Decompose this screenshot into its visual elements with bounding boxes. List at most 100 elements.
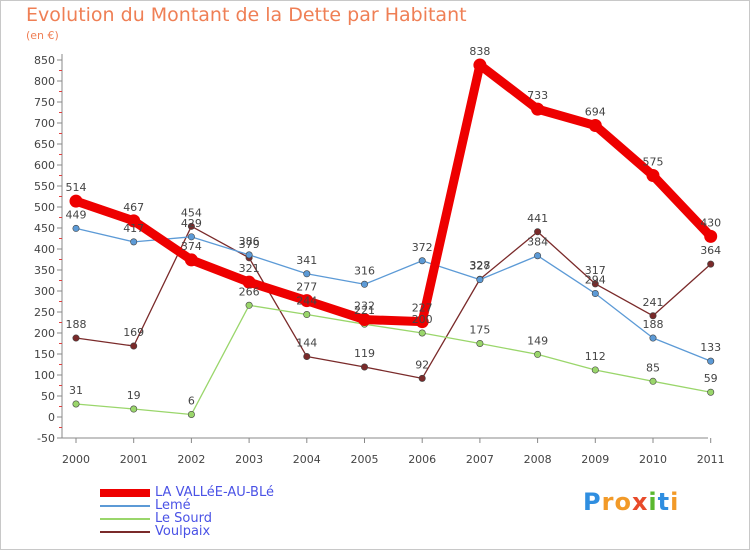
data-point — [300, 294, 314, 308]
axes: -50 0 50 100 150 200 250 300 350 400 450 500 550 600 6… — [34, 54, 725, 466]
x-tick-label: 2007 — [466, 453, 494, 466]
data-point — [72, 224, 80, 232]
data-point — [707, 260, 715, 268]
data-point — [184, 253, 198, 267]
data-point — [303, 311, 311, 319]
data-label: 19 — [127, 389, 141, 402]
data-point — [476, 339, 484, 347]
data-label: 430 — [700, 216, 721, 229]
data-point — [360, 363, 368, 371]
data-point — [591, 290, 599, 298]
legend-label: Le Sourd — [155, 511, 212, 526]
data-label: 327 — [469, 260, 490, 273]
data-label: 232 — [354, 300, 375, 313]
y-tick-label: 350 — [34, 264, 55, 277]
legend-swatch — [100, 518, 150, 520]
series-line — [75, 304, 711, 416]
data-label: 227 — [412, 302, 433, 315]
data-label: 221 — [354, 304, 375, 317]
legend-swatch — [100, 489, 150, 497]
data-point — [187, 222, 195, 230]
series-line — [74, 60, 714, 327]
x-tick-label: 2009 — [581, 453, 609, 466]
data-label: 112 — [585, 350, 606, 363]
data-label: 467 — [123, 201, 144, 214]
data-point — [69, 194, 83, 208]
data-label: 92 — [415, 358, 429, 371]
data-label: 379 — [239, 238, 260, 251]
logo-letter: i — [648, 488, 658, 516]
legend-item: LA VALLéE-AU-BLé — [100, 485, 340, 500]
logo-letter: o — [614, 488, 632, 516]
data-label: 449 — [66, 208, 87, 221]
data-point — [588, 119, 602, 133]
data-point — [646, 169, 660, 182]
data-label: 188 — [643, 318, 664, 331]
x-tick-label: 2010 — [639, 453, 667, 466]
y-tick-label: 200 — [34, 327, 55, 340]
data-label: 514 — [66, 181, 87, 194]
series-line — [75, 225, 712, 380]
y-tick-label: 150 — [34, 348, 55, 361]
data-point — [534, 228, 542, 236]
x-tick-label: 2000 — [62, 453, 90, 466]
legend-label: LA VALLéE-AU-BLé — [155, 485, 274, 500]
data-label: 441 — [527, 212, 548, 225]
data-label: 6 — [188, 394, 195, 407]
x-tick-label: 2011 — [697, 453, 725, 466]
y-tick-label: 100 — [34, 369, 55, 382]
data-label: 454 — [181, 206, 202, 219]
data-point — [245, 251, 253, 259]
data-point — [360, 280, 368, 288]
y-tick-label: 750 — [34, 96, 55, 109]
data-label: 175 — [469, 324, 490, 337]
data-point — [358, 313, 371, 327]
y-tick-label: 0 — [48, 411, 55, 424]
data-label: 317 — [585, 264, 606, 277]
data-label: 277 — [296, 281, 317, 294]
legend-item: Le Sourd — [100, 511, 340, 526]
y-tick-label: 50 — [41, 390, 55, 403]
legend-item: Lemé — [100, 498, 340, 513]
y-tick-label: 450 — [34, 222, 55, 235]
legend-label: Lemé — [155, 498, 191, 513]
data-point — [303, 270, 311, 278]
data-point — [187, 233, 195, 241]
data-label: 169 — [123, 326, 144, 339]
y-tick-label: 500 — [34, 201, 55, 214]
logo-letter: i — [670, 488, 680, 516]
data-label: 386 — [239, 235, 260, 248]
data-point — [534, 252, 542, 260]
data-label: 244 — [296, 295, 317, 308]
data-point — [303, 353, 311, 361]
y-tick-label: 400 — [34, 243, 55, 256]
data-point — [72, 400, 80, 408]
x-tick-label: 2003 — [235, 453, 263, 466]
data-label: 59 — [704, 372, 718, 385]
data-label: 133 — [700, 341, 721, 354]
data-label: 372 — [412, 241, 433, 254]
data-labels: 514 467 374 321 277 232 227 838 733 694 575 430 449 4… — [66, 45, 722, 407]
legend-label: Voulpaix — [155, 524, 211, 539]
data-point — [707, 357, 715, 365]
data-point — [531, 102, 545, 116]
data-point — [591, 366, 599, 374]
data-label: 31 — [69, 384, 83, 397]
data-point — [415, 315, 429, 329]
logo-letter: t — [657, 488, 671, 516]
legend-swatch — [100, 505, 150, 507]
data-label: 188 — [66, 318, 87, 331]
data-label: 200 — [412, 313, 433, 326]
data-label: 316 — [354, 264, 375, 277]
data-point — [418, 374, 426, 382]
y-tick-label: 600 — [34, 159, 55, 172]
data-label: 241 — [643, 296, 664, 309]
y-tick-label: 700 — [34, 117, 55, 130]
legend-item: Voulpaix — [100, 524, 340, 539]
data-point — [418, 329, 426, 337]
data-label: 429 — [181, 217, 202, 230]
data-label: 374 — [181, 240, 202, 253]
series-line — [75, 227, 711, 362]
data-label: 85 — [646, 361, 660, 374]
